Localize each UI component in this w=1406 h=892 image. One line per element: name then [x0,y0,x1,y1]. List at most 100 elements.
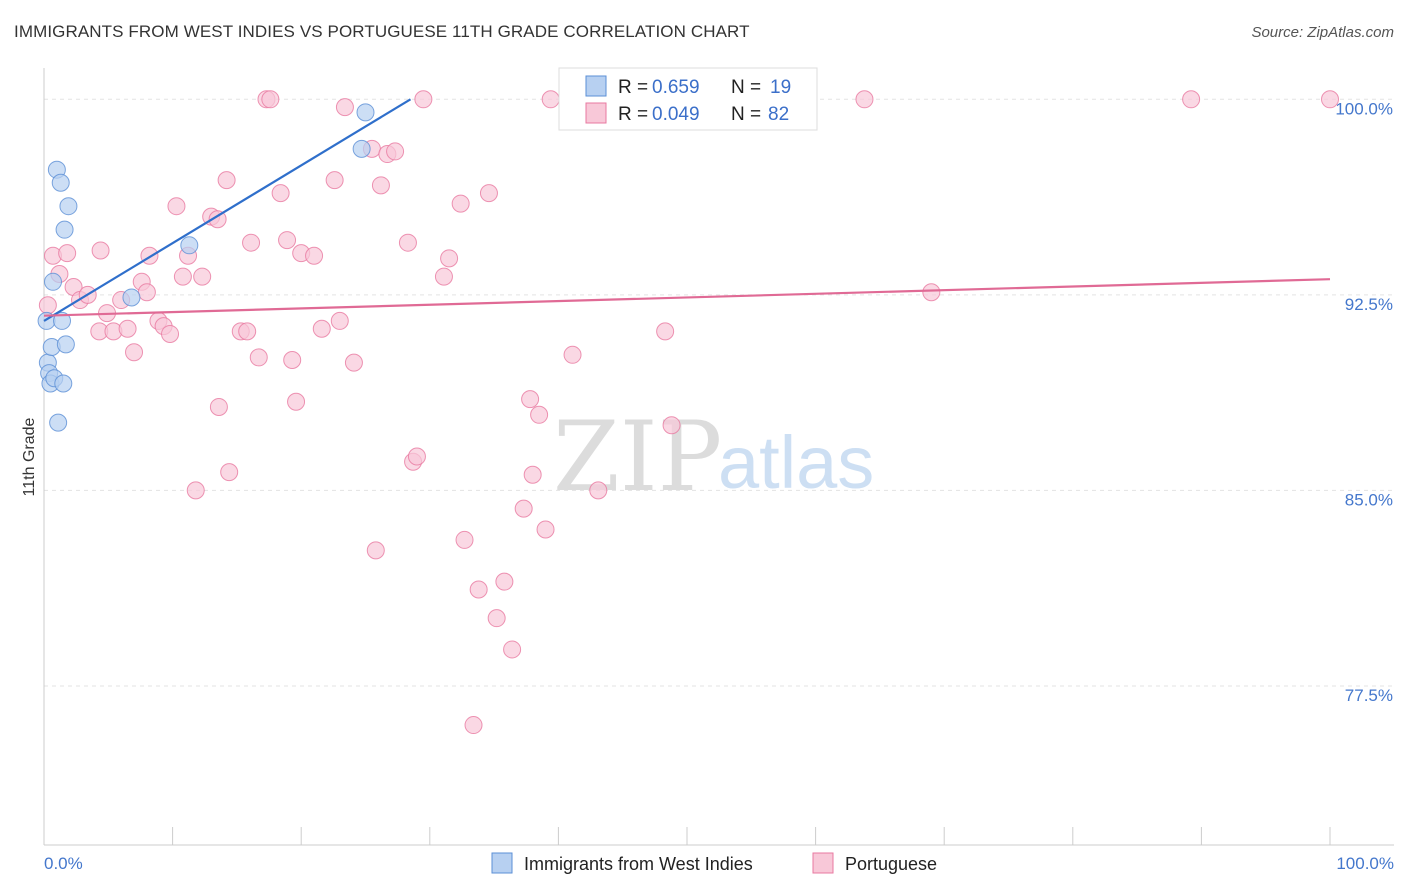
portuguese-point-28 [217,171,236,190]
legend-n-value-1: 19 [770,77,791,98]
portuguese-point-48 [366,541,385,560]
trendline-west-indies [43,98,412,322]
trendline-portuguese [43,278,1331,317]
trendlines [43,98,1331,322]
axes [43,68,1394,846]
legend-swatch-portuguese [585,102,607,124]
chart-source: Source: ZipAtlas.com [1251,24,1394,41]
portuguese-point-26 [208,210,227,229]
portuguese-point-12 [118,319,137,338]
portuguese-point-81 [1321,90,1339,109]
watermark-zip: ZIP [553,401,722,513]
portuguese-point-51 [386,142,405,161]
portuguese-point-41 [305,246,324,265]
west-indies-point-9 [51,173,70,192]
portuguese-point-73 [589,481,608,500]
legend-n-value-2: 82 [768,104,789,125]
portuguese-point-61 [469,580,488,599]
legend-r-label-1: R = [618,77,648,98]
west-indies-point-17 [352,139,371,158]
x-tick-label-max: 100.0% [1336,854,1394,873]
portuguese-point-13 [125,343,144,362]
legend-n-label-1: N = [731,77,761,98]
portuguese-point-27 [209,397,228,416]
portuguese-point-77 [662,416,681,435]
portuguese-point-58 [451,194,470,213]
portuguese-point-78 [855,90,874,109]
legend-r-label-2: R = [618,104,648,125]
y-tick-label-3: 77.5% [1345,686,1393,705]
x-ticks [43,827,1331,845]
portuguese-point-80 [1182,90,1201,109]
portuguese-point-60 [464,716,483,735]
portuguese-point-42 [312,319,331,338]
y-tick-label-0: 100.0% [1335,99,1393,118]
watermark-atlas: atlas [718,421,874,504]
bottom-legend-west-indies: Immigrants from West Indies [524,854,753,874]
portuguese-point-0 [38,296,57,315]
portuguese-point-70 [536,520,555,539]
portuguese-point-69 [530,405,549,424]
portuguese-point-55 [414,90,433,109]
bottom-legend: Immigrants from West Indies Portuguese [491,852,937,874]
portuguese-point-65 [503,640,522,659]
portuguese-point-59 [455,530,474,549]
y-tick-label-1: 92.5% [1345,295,1393,314]
west-indies-point-15 [122,288,141,307]
legend-r-value-1: 0.659 [652,77,700,98]
portuguese-point-38 [283,351,302,370]
portuguese-point-37 [278,231,297,250]
west-indies-point-5 [44,272,63,291]
portuguese-point-72 [563,345,582,364]
portuguese-point-66 [514,499,533,518]
portuguese-point-23 [186,481,205,500]
portuguese-point-43 [325,171,344,190]
portuguese-point-62 [479,184,498,203]
portuguese-point-67 [521,390,540,409]
gridlines [44,98,1394,687]
y-axis-label: 11th Grade [21,417,38,496]
portuguese-point-57 [440,249,459,268]
portuguese-point-20 [167,197,186,216]
portuguese-point-54 [407,447,426,466]
portuguese-point-15 [137,283,156,302]
portuguese-points [38,90,1339,735]
portuguese-point-45 [335,98,354,117]
legend-r-value-2: 0.049 [652,104,700,125]
portuguese-point-56 [434,267,453,286]
bottom-legend-portuguese: Portuguese [845,854,937,874]
y-tick-labels: 100.0% 92.5% 85.0% 77.5% [1335,99,1393,705]
x-tick-label-min: 0.0% [44,854,83,873]
portuguese-point-49 [371,176,390,195]
west-indies-point-13 [56,335,75,354]
west-indies-point-12 [55,220,74,239]
portuguese-point-19 [161,324,180,343]
bottom-legend-swatch-portuguese [812,852,834,874]
bottom-legend-swatch-west-indies [491,852,513,874]
west-indies-point-18 [356,103,375,122]
portuguese-point-63 [487,609,506,628]
portuguese-point-33 [249,348,268,367]
portuguese-point-32 [242,233,261,252]
west-indies-points [37,103,375,432]
portuguese-point-76 [656,322,675,341]
portuguese-point-8 [91,241,110,260]
portuguese-point-71 [541,90,560,109]
west-indies-point-11 [54,374,73,393]
portuguese-point-44 [330,311,349,330]
portuguese-point-31 [238,322,257,341]
portuguese-point-35 [261,90,280,109]
portuguese-point-24 [193,267,212,286]
west-indies-point-16 [180,236,199,255]
west-indies-point-8 [49,413,68,432]
watermark: ZIP atlas [553,401,874,513]
legend-n-label-2: N = [731,104,761,125]
portuguese-point-68 [523,465,542,484]
legend: R = 0.659 N = 19 R = 0.049 N = 82 [558,67,818,131]
portuguese-point-46 [344,353,363,372]
y-tick-label-2: 85.0% [1345,490,1393,509]
portuguese-point-79 [922,283,941,302]
west-indies-point-14 [59,197,78,216]
portuguese-point-64 [495,572,514,591]
